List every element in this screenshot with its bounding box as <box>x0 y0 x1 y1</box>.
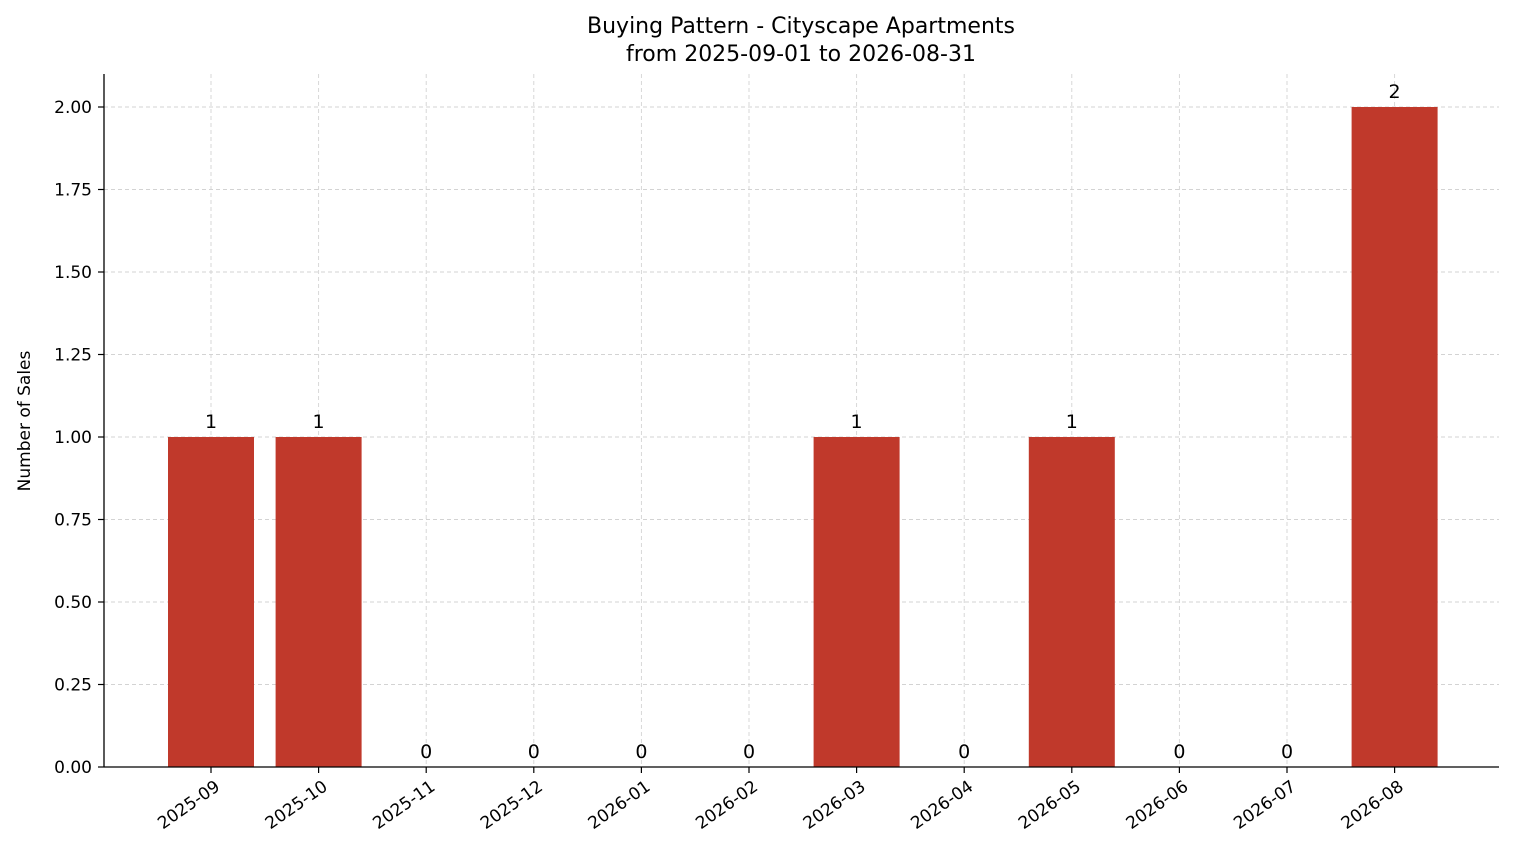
y-tick-label: 1.75 <box>54 181 92 201</box>
data-label: 0 <box>958 741 970 763</box>
y-axis-label: Number of Sales <box>15 350 35 491</box>
bar-2026-05 <box>1028 437 1115 767</box>
data-label: 1 <box>851 411 863 433</box>
x-tick-label: 2026-05 <box>1015 777 1085 834</box>
y-tick-label: 1.25 <box>54 346 92 366</box>
data-label: 0 <box>420 741 432 763</box>
y-ticks: 0.00 0.25 0.50 0.75 1.00 1.25 1.50 1.75 2.00 <box>54 98 104 778</box>
x-tick-label: 2025-10 <box>262 777 332 834</box>
data-label: 2 <box>1389 81 1401 103</box>
x-tick-label: 2025-11 <box>369 777 439 834</box>
data-label: 0 <box>743 741 755 763</box>
chart-subtitle: from 2025-09-01 to 2026-08-31 <box>626 42 976 67</box>
data-label: 1 <box>1066 411 1078 433</box>
bar-2025-10 <box>275 437 362 767</box>
y-tick-label: 0.75 <box>54 511 92 531</box>
y-tick-label: 1.50 <box>54 263 92 283</box>
data-label: 0 <box>1281 741 1293 763</box>
data-labels: 1 1 0 0 0 0 1 0 1 0 0 2 <box>205 81 1401 763</box>
x-tick-label: 2025-09 <box>154 777 224 834</box>
y-tick-label: 0.00 <box>54 758 92 778</box>
bars <box>168 107 1438 767</box>
x-tick-label: 2026-01 <box>585 777 655 834</box>
bar-2025-09 <box>168 437 254 767</box>
chart-title: Buying Pattern - Cityscape Apartments <box>587 14 1015 39</box>
y-tick-label: 0.50 <box>54 593 92 613</box>
x-tick-label: 2026-06 <box>1123 777 1193 834</box>
data-label: 1 <box>205 411 217 433</box>
x-ticks: 2025-09 2025-10 2025-11 2025-12 2026-01 2026-… <box>154 767 1407 834</box>
bar-2026-03 <box>813 437 900 767</box>
y-tick-label: 0.25 <box>54 676 92 696</box>
data-label: 0 <box>528 741 540 763</box>
y-tick-label: 2.00 <box>54 98 92 118</box>
data-label: 0 <box>635 741 647 763</box>
x-tick-label: 2026-07 <box>1230 777 1300 834</box>
x-tick-label: 2026-03 <box>800 777 870 834</box>
x-tick-label: 2026-04 <box>907 777 977 834</box>
x-tick-label: 2026-08 <box>1338 777 1408 834</box>
data-label: 0 <box>1173 741 1185 763</box>
bar-2026-08 <box>1351 107 1438 767</box>
data-label: 1 <box>313 411 325 433</box>
y-tick-label: 1.00 <box>54 428 92 448</box>
x-tick-label: 2025-12 <box>477 777 547 834</box>
x-tick-label: 2026-02 <box>692 777 762 834</box>
